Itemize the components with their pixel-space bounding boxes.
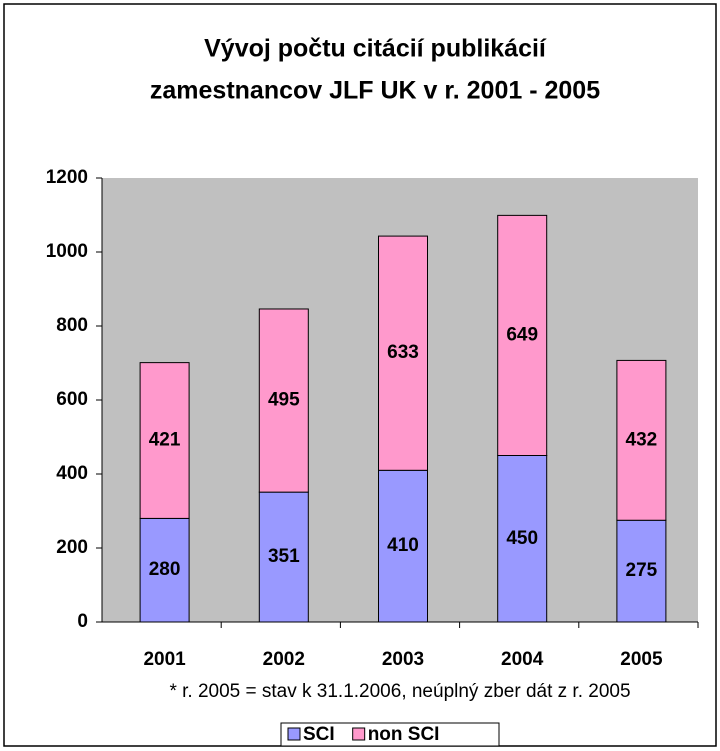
legend-swatch [352,727,366,741]
bar-segment [139,517,190,623]
bar-segment [378,469,428,623]
y-tick-label: 0 [77,611,88,632]
x-tick-label: 2001 [143,649,186,670]
data-label: 432 [626,429,658,450]
bar-segment [258,491,309,623]
x-tick-label: 2005 [620,649,663,670]
data-label: 275 [626,560,658,581]
bar-segment [497,214,548,456]
legend-swatch [287,727,301,741]
y-tick-label: 1200 [46,167,88,188]
bar-segment [139,362,190,519]
annotation: * r. 2005 = stav k 31.1.2006, neúplný zb… [169,681,630,702]
data-label: 280 [149,559,181,580]
data-label: 495 [268,390,300,411]
y-tick-label: 800 [56,315,88,336]
legend-box [280,722,500,747]
chart-title: Vývoj počtu citácií publikácií [204,35,547,63]
data-label: 633 [387,342,419,363]
data-label: 351 [268,546,300,567]
data-label: 450 [506,528,538,549]
y-tick-label: 1000 [46,241,88,262]
y-tick-label: 400 [56,463,88,484]
data-label: 421 [149,430,181,451]
legend-label: SCI [303,724,335,745]
bar-segment [497,455,548,623]
data-label: 649 [506,324,538,345]
x-tick-label: 2002 [263,649,305,670]
bar-segment [378,235,428,471]
data-label: 410 [387,535,419,556]
bar-segment [616,519,667,623]
x-tick-label: 2003 [382,649,424,670]
bar-segment [258,308,309,493]
x-tick-label: 2004 [501,649,544,670]
bar-segment [616,359,667,521]
y-tick-label: 600 [56,389,88,410]
legend-label: non SCI [368,724,440,745]
chart-title: zamestnancov JLF UK v r. 2001 - 2005 [150,77,600,105]
y-tick-label: 200 [56,537,88,558]
